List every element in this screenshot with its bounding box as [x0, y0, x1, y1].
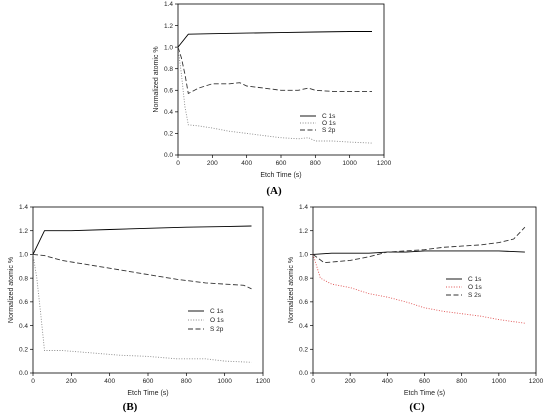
x-tick-label: 1000 — [342, 160, 357, 167]
y-tick-label: 0.6 — [19, 299, 28, 306]
series-line-s-2p — [32, 253, 252, 290]
legend-label: C 1s — [210, 308, 224, 315]
y-tick-label: 0.2 — [299, 346, 308, 353]
y-tick-label: 1.0 — [299, 252, 308, 259]
x-tick-label: 1200 — [377, 160, 392, 167]
y-tick-label: 1.4 — [299, 204, 308, 211]
x-tick-label: 0 — [176, 160, 180, 167]
y-tick-label: 0.4 — [19, 323, 28, 330]
x-tick-label: 800 — [456, 378, 467, 385]
chart-panel-b: 0 200 400 600 800 1000 1200 0.0 0.2 0.4 0.6 0.8 1.0 1… — [8, 204, 271, 397]
plot-frame — [32, 206, 264, 374]
legend-label: C 1s — [468, 276, 482, 283]
x-axis-label: Etch Time (s) — [127, 390, 168, 397]
legend-label: S 2s — [468, 292, 482, 299]
series-line-o-1s — [177, 47, 373, 144]
y-tick-label: 0.4 — [164, 109, 173, 116]
x-tick-label: 800 — [181, 378, 192, 385]
x-tick-label: 200 — [345, 378, 356, 385]
x-tick-label: 1000 — [217, 378, 232, 385]
x-tick-label: 0 — [31, 378, 35, 385]
x-axis-label: Etch Time (s) — [260, 172, 301, 179]
x-tick-label: 400 — [104, 378, 115, 385]
series-line-s-2s — [312, 226, 526, 264]
y-tick-label: 1.0 — [19, 252, 28, 259]
panel-label-a: (A) — [266, 185, 282, 197]
y-tick-label: 0.0 — [164, 152, 173, 159]
x-tick-label: 1000 — [492, 378, 507, 385]
plot-frame — [177, 3, 385, 156]
series-line-c-1s — [32, 225, 252, 255]
y-axis-label: Normalized atomic % — [288, 257, 295, 323]
x-tick-label: 400 — [241, 160, 252, 167]
series-line-s-2p — [177, 46, 372, 95]
x-tick-label: 200 — [66, 378, 77, 385]
y-tick-label: 1.2 — [164, 23, 173, 30]
y-tick-label: 1.2 — [19, 228, 28, 235]
series-line-c-1s — [312, 250, 525, 255]
x-tick-label: 800 — [310, 160, 321, 167]
y-tick-label: 0.2 — [19, 346, 28, 353]
plot-frame — [312, 206, 537, 374]
y-tick-label: 0.8 — [19, 275, 28, 282]
y-tick-label: 1.2 — [299, 228, 308, 235]
x-tick-label: 1200 — [529, 378, 544, 385]
y-axis-label: Normalized atomic % — [8, 257, 15, 323]
x-tick-label: 600 — [143, 378, 154, 385]
y-tick-label: 0.2 — [164, 131, 173, 138]
x-tick-label: 200 — [207, 160, 218, 167]
y-tick-label: 1.4 — [19, 204, 28, 211]
y-tick-label: 0.0 — [19, 370, 28, 377]
panel-label-b: (B) — [123, 401, 138, 413]
y-tick-label: 0.8 — [299, 275, 308, 282]
legend-label: S 2p — [322, 127, 336, 134]
y-tick-label: 1.0 — [164, 44, 173, 51]
y-tick-label: 0.8 — [164, 66, 173, 73]
legend-label: O 1s — [322, 120, 336, 127]
x-axis-label: Etch Time (s) — [404, 390, 445, 397]
series-line-c-1s — [177, 31, 372, 48]
legend-label: C 1s — [322, 113, 336, 120]
x-tick-label: 600 — [276, 160, 287, 167]
y-tick-label: 1.4 — [164, 1, 173, 8]
y-tick-label: 0.4 — [299, 323, 308, 330]
y-tick-label: 0.0 — [299, 370, 308, 377]
legend-label: O 1s — [210, 317, 224, 324]
chart-panel-c: 0 200 400 600 800 1000 1200 0.0 0.2 0.4 0.6 0.8 1.0 1… — [288, 204, 544, 397]
x-tick-label: 1200 — [256, 378, 271, 385]
y-axis-label: Normalized atomic % — [153, 46, 160, 112]
panel-label-c: (C) — [409, 401, 425, 413]
legend-label: O 1s — [468, 284, 482, 291]
y-tick-label: 0.6 — [164, 87, 173, 94]
x-tick-label: 600 — [419, 378, 430, 385]
chart-panel-a: 0 200 400 600 800 1000 1200 0.0 0.2 0.4 0.6 0.8 1.0 1… — [153, 1, 392, 179]
series-line-o-1s — [312, 254, 525, 324]
x-tick-label: 400 — [382, 378, 393, 385]
legend-label: S 2p — [210, 326, 224, 333]
x-tick-label: 0 — [311, 378, 315, 385]
y-tick-label: 0.6 — [299, 299, 308, 306]
